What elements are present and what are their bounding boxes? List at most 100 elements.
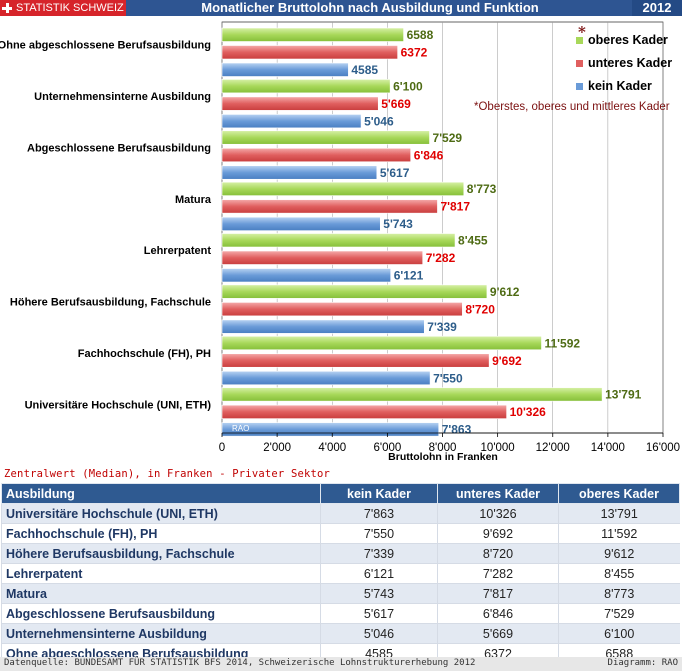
value-cell: 7'817 bbox=[437, 583, 559, 604]
bar-kein bbox=[221, 216, 381, 231]
bar-kein bbox=[221, 370, 431, 386]
bar-value-label: 8'720 bbox=[465, 302, 495, 316]
bar-value-label: 6'121 bbox=[394, 269, 424, 283]
value-cell: 9'692 bbox=[437, 523, 559, 544]
x-tick-label: 12'000 bbox=[536, 442, 570, 454]
bar-oberes bbox=[221, 387, 603, 402]
legend-star: * bbox=[578, 23, 586, 41]
table-row: Höhere Berufsausbildung, Fachschule 7'339… bbox=[1, 543, 680, 564]
category-label: Höhere Berufsausbildung, Fachschule bbox=[10, 297, 211, 309]
bar-unteres bbox=[221, 404, 507, 419]
data-source: Datenquelle: BUNDESAMT FÜR STATISTIK BFS… bbox=[4, 658, 476, 668]
bar-value-label: 13'791 bbox=[605, 388, 642, 402]
bar-oberes bbox=[221, 335, 542, 351]
legend-label: oberes Kader bbox=[588, 33, 668, 47]
bar-value-label: 8'455 bbox=[458, 234, 488, 248]
value-cell: 8'720 bbox=[437, 543, 559, 564]
category-labels: Ohne abgeschlossene Berufsausbildung Unte… bbox=[0, 40, 212, 412]
bars: 6588 6372 4585 6'100 5'669 5'046 7'529 6'846 5'6… bbox=[221, 27, 642, 437]
x-axis-title: Bruttolohn in Franken bbox=[388, 451, 498, 463]
bar-value-label: 6'846 bbox=[414, 148, 444, 162]
x-tick-label: 14'000 bbox=[591, 442, 625, 454]
legend: * oberes Kader unteres Kader kein Kader *Obe… bbox=[474, 23, 672, 113]
bar-value-label: 10'326 bbox=[510, 405, 547, 419]
legend-swatch bbox=[576, 37, 583, 44]
column-header: Ausbildung bbox=[1, 483, 321, 504]
table-row: Fachhochschule (FH), PH 7'550 9'692 11'592 bbox=[1, 523, 680, 544]
x-axis: 0 2'000 4'000 6'000 8'000 10'000 12'000 14'000 1… bbox=[219, 432, 680, 454]
bar-value-label: 7'863 bbox=[442, 423, 472, 437]
row-label-cell: Fachhochschule (FH), PH bbox=[1, 523, 321, 544]
bar-value-label: 7'339 bbox=[427, 320, 457, 334]
x-tick-label: 10'000 bbox=[481, 442, 515, 454]
row-label-cell: Höhere Berufsausbildung, Fachschule bbox=[1, 543, 321, 564]
diagram-credit: Diagramm: RAO bbox=[607, 658, 678, 668]
x-tick-label: 2'000 bbox=[263, 442, 291, 454]
value-cell: 11'592 bbox=[558, 523, 680, 544]
bar-unteres bbox=[221, 199, 438, 214]
category-label: Universitäre Hochschule (UNI, ETH) bbox=[25, 399, 212, 411]
bar-kein bbox=[221, 268, 392, 283]
value-cell: 7'550 bbox=[320, 523, 438, 544]
value-cell: 8'773 bbox=[558, 583, 680, 604]
row-label-cell: Lehrerpatent bbox=[1, 563, 321, 584]
bar-kein bbox=[221, 422, 440, 437]
x-tick-label: 16'000 bbox=[646, 442, 680, 454]
value-cell: 5'617 bbox=[320, 603, 438, 624]
legend-footnote: *Oberstes, oberes und mittleres Kader bbox=[474, 101, 670, 113]
legend-swatch bbox=[576, 83, 583, 90]
bar-oberes bbox=[221, 181, 465, 196]
value-cell: 7'339 bbox=[320, 543, 438, 564]
bar-value-label: 6588 bbox=[407, 28, 434, 42]
column-header: kein Kader bbox=[320, 483, 438, 504]
bar-value-label: 5'669 bbox=[381, 97, 411, 111]
bar-oberes bbox=[221, 79, 391, 94]
row-label-cell: Matura bbox=[1, 583, 321, 604]
category-label: Unternehmensinterne Ausbildung bbox=[34, 91, 211, 103]
x-tick-label: 6'000 bbox=[373, 442, 401, 454]
bar-unteres bbox=[221, 353, 490, 368]
row-label-cell: Unternehmensinterne Ausbildung bbox=[1, 623, 321, 644]
category-label: Lehrerpatent bbox=[144, 245, 212, 257]
bar-oberes bbox=[221, 284, 488, 299]
bar-unteres bbox=[221, 147, 411, 163]
value-cell: 5'669 bbox=[437, 623, 559, 644]
bar-unteres bbox=[221, 96, 379, 111]
bar-kein bbox=[221, 319, 425, 334]
bar-value-label: 11'592 bbox=[545, 336, 581, 350]
bar-value-label: 4585 bbox=[351, 63, 378, 77]
bar-unteres bbox=[221, 302, 463, 317]
bar-unteres bbox=[221, 250, 424, 265]
value-cell: 6'121 bbox=[320, 563, 438, 584]
logo-text: STATISTIK SCHWEIZ bbox=[16, 2, 124, 14]
value-cell: 7'282 bbox=[437, 563, 559, 584]
bar-value-label: 7'529 bbox=[433, 131, 463, 145]
table-row: Abgeschlossene Berufsausbildung 5'617 6'84… bbox=[1, 603, 680, 624]
bar-value-label: 9'692 bbox=[492, 354, 522, 368]
value-cell: 8'455 bbox=[558, 563, 680, 584]
bar-value-label: 6'100 bbox=[393, 79, 423, 93]
bar-value-label: 9'612 bbox=[490, 285, 520, 299]
bar-value-label: 7'282 bbox=[426, 251, 456, 265]
bar-chart: 6588 6372 4585 6'100 5'669 5'046 7'529 6'846 5'6… bbox=[0, 21, 680, 463]
value-cell: 6'846 bbox=[437, 603, 559, 624]
bar-value-label: 6372 bbox=[401, 46, 428, 60]
swiss-cross-icon bbox=[2, 3, 12, 13]
value-cell: 7'863 bbox=[320, 503, 438, 524]
value-cell: 5'046 bbox=[320, 623, 438, 644]
bar-value-label: 8'773 bbox=[467, 182, 497, 196]
column-header: oberes Kader bbox=[558, 483, 680, 504]
category-label: Matura bbox=[175, 194, 212, 206]
bar-kein bbox=[221, 114, 362, 129]
watermark: RAO bbox=[232, 424, 249, 433]
value-cell: 13'791 bbox=[558, 503, 680, 524]
category-label: Abgeschlossene Berufsausbildung bbox=[27, 142, 211, 154]
page-title: Monatlicher Bruttolohn nach Ausbildung u… bbox=[201, 0, 539, 15]
bar-unteres bbox=[221, 45, 398, 60]
legend-label: kein Kader bbox=[588, 79, 652, 93]
bar-oberes bbox=[221, 130, 430, 145]
x-tick-label: 4'000 bbox=[318, 442, 346, 454]
logo: STATISTIK SCHWEIZ bbox=[0, 0, 126, 16]
data-table: Ausbildung kein Kader unteres Kader ober… bbox=[1, 483, 680, 664]
category-label: Fachhochschule (FH), PH bbox=[78, 348, 211, 360]
